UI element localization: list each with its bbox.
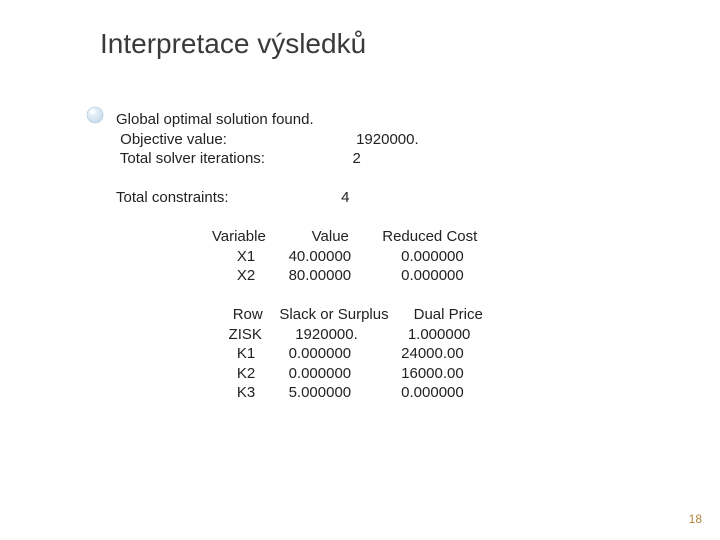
- bullet-sphere-icon: [86, 106, 104, 124]
- objective-label: Objective value:: [116, 131, 227, 148]
- row-head-slack: Slack or Surplus: [279, 306, 388, 323]
- var-row-reduced: 0.000000: [401, 248, 464, 265]
- var-row-value: 80.00000: [289, 267, 352, 284]
- row-name: ZISK: [229, 326, 262, 343]
- iterations-value: 2: [353, 150, 361, 167]
- row-head-dual: Dual Price: [414, 306, 483, 323]
- objective-value: 1920000.: [356, 131, 419, 148]
- row-slack: 1920000.: [295, 326, 358, 343]
- solver-header: Global optimal solution found.: [116, 111, 314, 128]
- constraints-label: Total constraints:: [116, 189, 229, 206]
- var-row-name: X2: [237, 267, 255, 284]
- constraints-value: 4: [341, 189, 349, 206]
- row-dual: 0.000000: [401, 384, 464, 401]
- row-name: K3: [237, 384, 255, 401]
- row-slack: 0.000000: [289, 345, 352, 362]
- row-name: K1: [237, 345, 255, 362]
- var-row-value: 40.00000: [289, 248, 352, 265]
- page-number: 18: [689, 512, 702, 526]
- row-name: K2: [237, 365, 255, 382]
- var-row-reduced: 0.000000: [401, 267, 464, 284]
- solver-output-block: Global optimal solution found. Objective…: [116, 110, 483, 403]
- row-slack: 0.000000: [289, 365, 352, 382]
- var-head-variable: Variable: [212, 228, 266, 245]
- row-dual: 16000.00: [401, 365, 464, 382]
- row-head-row: Row: [233, 306, 263, 323]
- var-row-name: X1: [237, 248, 255, 265]
- iterations-label: Total solver iterations:: [116, 150, 265, 167]
- var-head-reduced: Reduced Cost: [382, 228, 477, 245]
- slide-title: Interpretace výsledků: [100, 28, 366, 60]
- var-head-value: Value: [312, 228, 349, 245]
- row-dual: 1.000000: [408, 326, 471, 343]
- row-slack: 5.000000: [289, 384, 352, 401]
- row-dual: 24000.00: [401, 345, 464, 362]
